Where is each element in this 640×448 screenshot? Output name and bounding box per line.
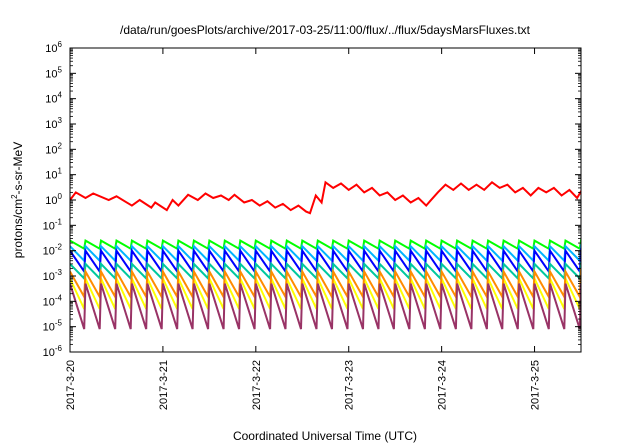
y-tick-label: 103 [45, 116, 62, 131]
x-axis-label: Coordinated Universal Time (UTC) [233, 429, 417, 443]
plot-area [70, 180, 581, 330]
y-tick-label: 10-3 [43, 268, 63, 283]
y-tick-label: 10-1 [43, 217, 63, 232]
series-line [70, 283, 581, 330]
y-tick-label: 10-4 [43, 293, 63, 308]
y-tick-label: 102 [45, 141, 62, 156]
x-tick-label: 2017-3-20 [65, 360, 77, 410]
series-line [70, 243, 581, 263]
series-group [70, 180, 581, 330]
y-axis-label-prefix: protons/cm [11, 199, 25, 258]
series-line [70, 180, 581, 215]
y-tick-label: 10-5 [43, 319, 63, 334]
y-tick-label: 10-2 [43, 243, 63, 258]
x-tick-label: 2017-3-23 [344, 360, 356, 410]
x-tick-label: 2017-3-21 [158, 360, 170, 410]
y-axis-label-suffix: -s-sr-MeV [11, 142, 25, 195]
y-tick-label: 105 [45, 65, 62, 80]
y-axis: 10-6 10-5 10-4 10-3 10-2 10-1 100 101 102 103 104 1… [43, 40, 581, 359]
x-tick-label: 2017-3-22 [251, 360, 263, 410]
x-tick-label: 2017-3-24 [437, 360, 449, 410]
x-axis: 2017-3-20 2017-3-21 2017-3-22 2017-3-23 2017… [65, 48, 542, 410]
y-tick-label: 106 [45, 40, 62, 55]
y-axis-label-sup: 2 [10, 194, 19, 199]
y-tick-label: 104 [45, 91, 62, 106]
y-axis-label: protons/cm2-s-sr-MeV [10, 142, 25, 258]
y-tick-label: 10-6 [43, 344, 63, 359]
x-tick-label: 2017-3-25 [530, 360, 542, 410]
series-line [70, 247, 581, 275]
chart-title: /data/run/goesPlots/archive/2017-03-25/1… [120, 23, 531, 37]
y-tick-label: 101 [45, 167, 62, 182]
y-tick-label: 100 [45, 192, 62, 207]
series-line [70, 239, 581, 251]
